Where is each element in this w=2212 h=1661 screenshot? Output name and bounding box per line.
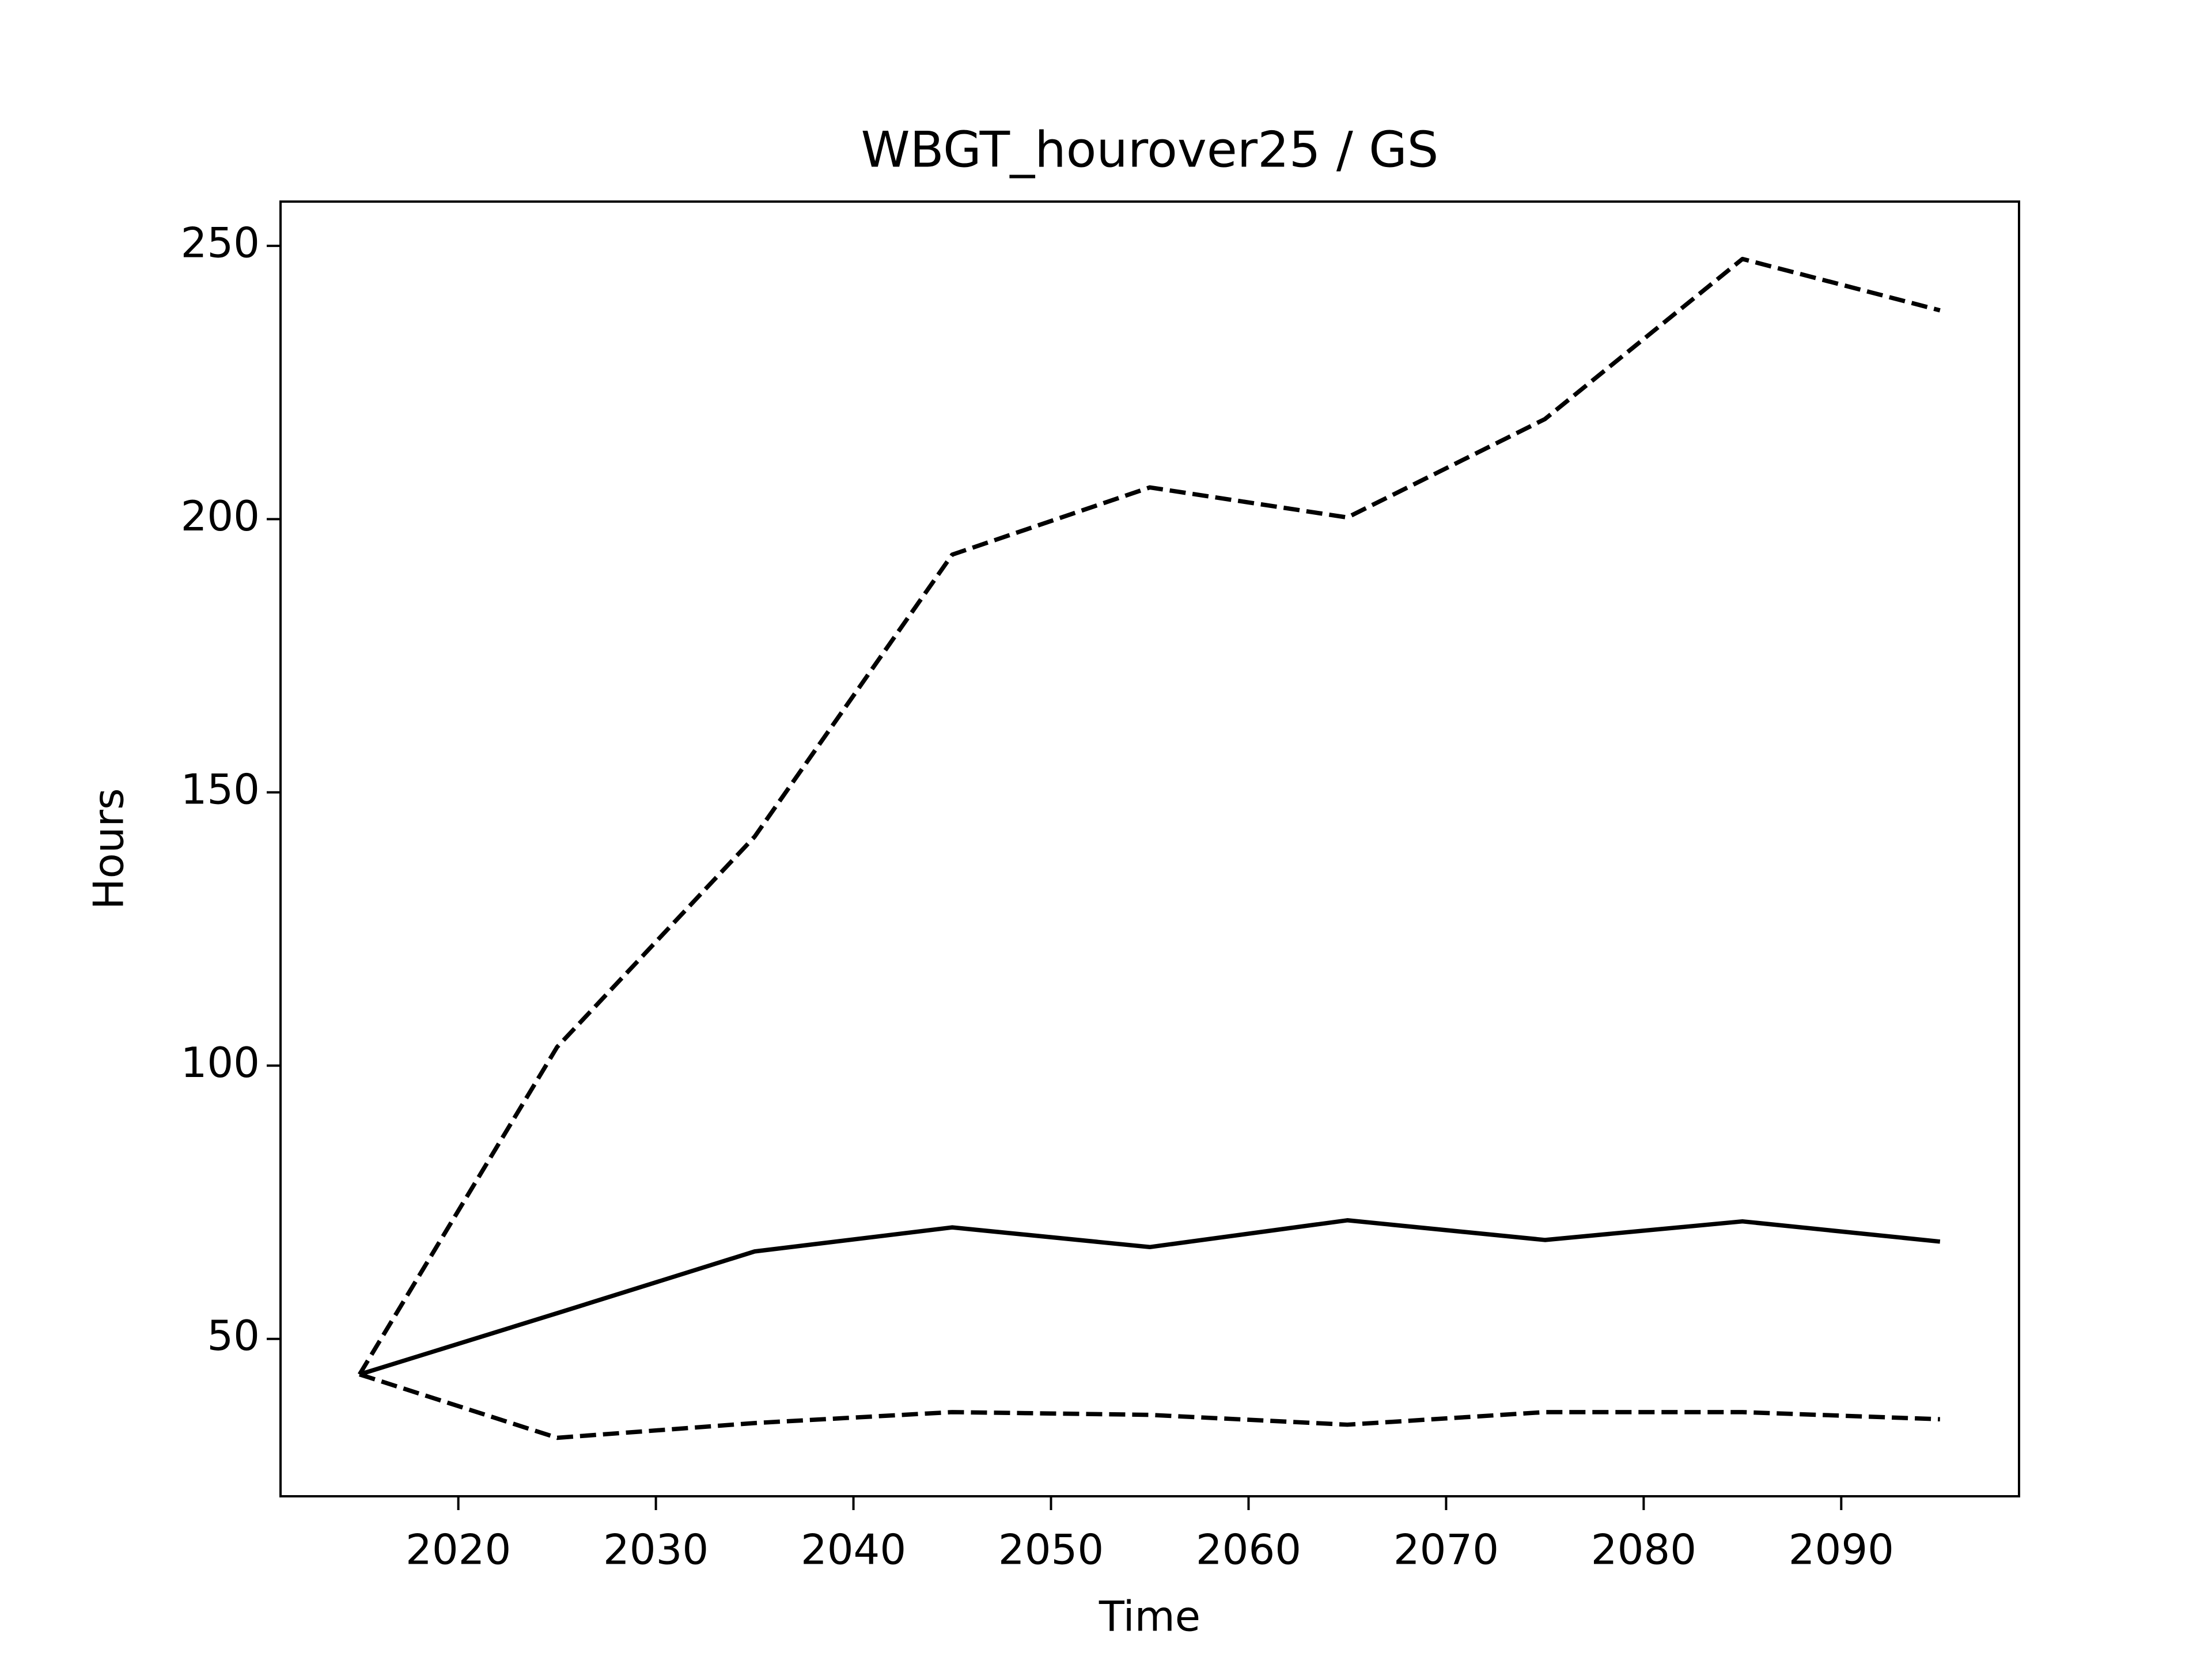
chart-title: WBGT_hourover25 / GS — [861, 121, 1439, 179]
y-axis-label: Hours — [85, 788, 133, 910]
line-series — [359, 1372, 1940, 1440]
y-tick-label: 150 — [181, 765, 260, 813]
y-tick-label: 50 — [207, 1311, 260, 1360]
y-tick-label: 100 — [181, 1038, 260, 1087]
line-series — [359, 1218, 1941, 1376]
x-tick-label: 2020 — [406, 1526, 511, 1574]
x-tick-label: 2080 — [1591, 1526, 1696, 1574]
y-tick-label: 250 — [181, 218, 260, 267]
x-tick-label: 2060 — [1196, 1526, 1301, 1574]
x-tick-label: 2040 — [801, 1526, 906, 1574]
x-tick-label: 2090 — [1789, 1526, 1894, 1574]
plot-frame — [279, 200, 2020, 1497]
x-axis-label: Time — [1099, 1592, 1200, 1641]
x-tick-label: 2070 — [1393, 1526, 1499, 1574]
x-tick-label: 2030 — [603, 1526, 709, 1574]
y-tick-label: 200 — [181, 492, 260, 540]
x-tick-label: 2050 — [998, 1526, 1104, 1574]
line-series — [357, 256, 1941, 1376]
